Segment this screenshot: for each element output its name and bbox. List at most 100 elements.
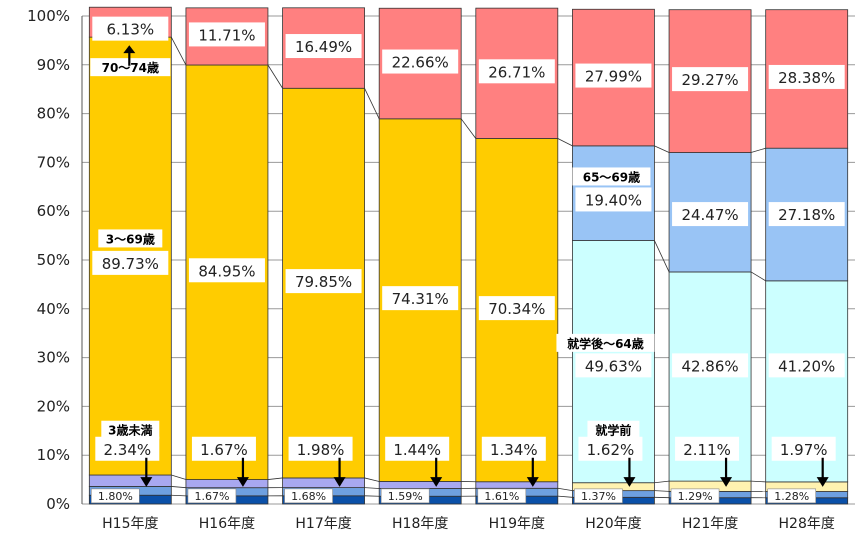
- bar-value-label: 6.13%: [106, 21, 154, 39]
- y-tick-label: 50%: [37, 251, 70, 269]
- bar-value-label: 1.37%: [581, 490, 616, 503]
- x-tick-label: H16年度: [199, 516, 255, 532]
- connector-line: [654, 240, 670, 273]
- bottom-value-label: 1.59%: [380, 488, 430, 504]
- bar-segment: [88, 474, 172, 487]
- bar-segment: [282, 477, 365, 489]
- segment-value-label: 28.38%: [768, 64, 845, 89]
- connector-line: [557, 495, 573, 498]
- connector-line: [267, 64, 283, 89]
- bar-value-label: 41.20%: [778, 357, 835, 375]
- y-tick-label: 60%: [37, 202, 70, 220]
- segment-value-label: 26.71%: [478, 59, 555, 84]
- x-tick-label: H17年度: [295, 516, 351, 532]
- segment-value-label: 70.34%: [478, 296, 555, 321]
- bottom-value-label: 1.61%: [477, 488, 527, 504]
- segment-value-label: 89.73%: [92, 250, 169, 275]
- bar-value-label: 1.97%: [780, 441, 828, 459]
- connector-lines: [170, 36, 766, 499]
- y-axis: 0% 10% 20% 30% 40% 50% 60% 70% 80% 90% 100%: [27, 7, 83, 513]
- y-tick-label: 10%: [37, 446, 70, 464]
- bar-value-label: 1.44%: [393, 441, 441, 459]
- bar-value-label: 1.67%: [194, 490, 229, 503]
- annotation-text: 65〜69歳: [583, 169, 640, 184]
- segment-value-label: 79.85%: [285, 269, 362, 294]
- bar-segment: [475, 481, 559, 489]
- segment-value-label: 16.49%: [285, 34, 362, 59]
- small-segment-label: 1.67%: [191, 436, 256, 487]
- bottom-value-label: 1.37%: [574, 488, 623, 504]
- connector-line: [557, 487, 573, 492]
- arrow-head: [236, 477, 249, 487]
- bottom-value-label: 1.28%: [767, 488, 816, 504]
- y-tick-label: 70%: [37, 153, 70, 171]
- bar-value-label: 28.38%: [778, 69, 835, 87]
- arrow-head: [623, 477, 636, 487]
- bar-value-label: 1.80%: [98, 490, 133, 503]
- connector-line: [364, 477, 380, 482]
- segment-value-label: 49.63%: [575, 353, 652, 378]
- bar-value-label: 1.98%: [297, 441, 345, 459]
- up-arrow: [123, 45, 136, 66]
- connector-line: [364, 88, 380, 119]
- segment-value-label: 11.71%: [188, 22, 265, 47]
- y-tick-label: 100%: [27, 7, 70, 25]
- annotation-text: 就学後〜64歳: [567, 336, 644, 351]
- connector-line: [170, 36, 187, 66]
- x-tick-label: H15年度: [102, 516, 158, 532]
- bar-segment: [378, 481, 462, 489]
- small-segment-label: 1.98%: [288, 436, 353, 487]
- arrow-head: [526, 477, 539, 487]
- small-segment-label: 2.34%: [95, 436, 160, 487]
- small-segment-label: 1.34%: [481, 436, 546, 487]
- annotation-text: 3歳未満: [108, 423, 152, 438]
- connector-line: [750, 147, 766, 153]
- segment-value-label: 41.20%: [768, 353, 845, 378]
- bar-value-label: 1.67%: [200, 441, 248, 459]
- bar-value-label: 1.61%: [484, 490, 519, 503]
- bar-value-label: 26.71%: [488, 63, 545, 81]
- x-tick-label: H18年度: [392, 516, 448, 532]
- annotation: 70〜74歳: [90, 58, 171, 77]
- bar-value-label: 24.47%: [681, 206, 738, 224]
- bar-value-label: 42.86%: [681, 357, 738, 375]
- bar-value-label: 1.29%: [678, 490, 713, 503]
- y-tick-label: 80%: [37, 105, 70, 123]
- connector-line: [750, 271, 766, 282]
- segment-value-label: 6.13%: [92, 16, 169, 41]
- segment-value-label: 84.95%: [188, 258, 265, 283]
- connector-line: [171, 494, 186, 497]
- bar-value-label: 84.95%: [198, 262, 255, 280]
- segment-value-label: 27.18%: [768, 202, 845, 227]
- segment-value-label: 19.40%: [575, 187, 652, 212]
- segment-value-label: 74.31%: [382, 286, 459, 311]
- bottom-value-label: 1.67%: [187, 488, 237, 504]
- annotation: 3〜69歳: [98, 229, 163, 248]
- x-tick-label: H28年度: [779, 516, 835, 532]
- x-tick-label: H20年度: [585, 516, 641, 532]
- annotation: 3歳未満: [101, 420, 160, 439]
- bar-value-label: 27.99%: [585, 68, 642, 86]
- bar-value-label: 1.34%: [490, 441, 538, 459]
- bar-value-label: 74.31%: [392, 290, 449, 308]
- bar-value-label: 1.28%: [774, 490, 809, 503]
- small-segment-label: 2.11%: [675, 436, 740, 487]
- bar-value-label: 89.73%: [102, 255, 159, 273]
- value-labels: 1.80% 2.34% 89.73% 6.13% 1.67% 1.67% 84.95% 11.…: [91, 16, 845, 504]
- bottom-value-label: 1.29%: [670, 488, 720, 504]
- x-axis: H15年度 H16年度 H17年度 H18年度 H19年度 H20年度 H21年度 H28年度: [102, 516, 835, 532]
- connector-line: [267, 477, 283, 480]
- bar-value-label: 11.71%: [198, 26, 255, 44]
- bar-value-label: 2.11%: [683, 441, 731, 459]
- bar-value-label: 1.62%: [587, 441, 635, 459]
- bar-value-label: 16.49%: [295, 38, 352, 56]
- annotation: 就学前: [587, 420, 640, 439]
- arrow-head: [720, 477, 733, 487]
- bar-value-label: 29.27%: [681, 71, 738, 89]
- connector-line: [654, 480, 670, 484]
- annotation: 65〜69歳: [572, 167, 651, 186]
- y-tick-label: 20%: [37, 397, 70, 415]
- segment-value-label: 29.27%: [672, 67, 749, 92]
